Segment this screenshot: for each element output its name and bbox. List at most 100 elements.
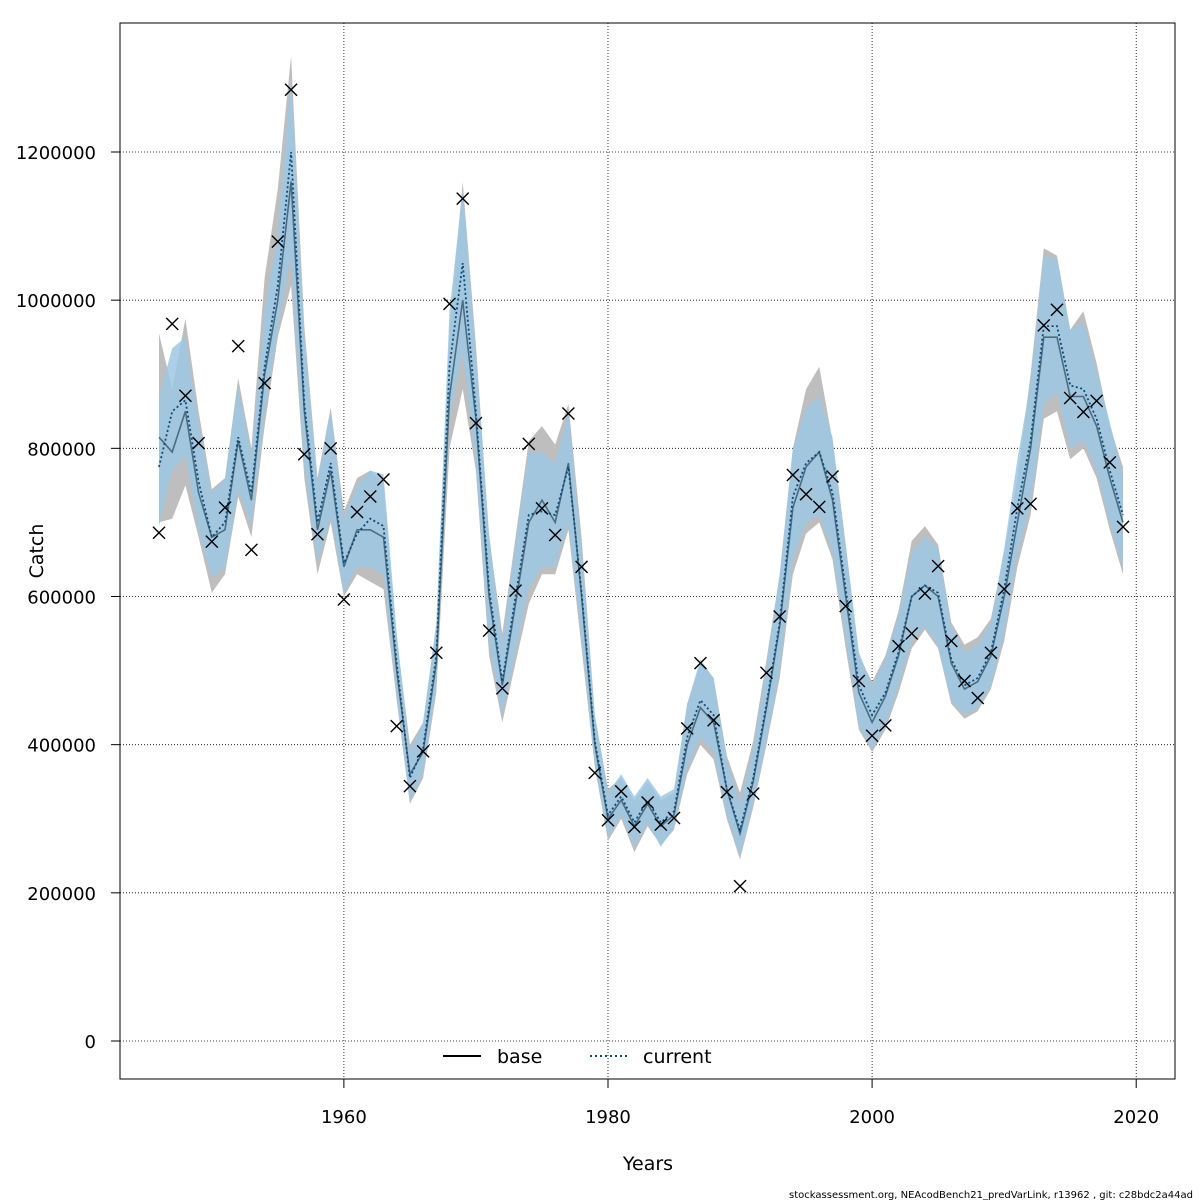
observed-point xyxy=(324,441,338,455)
observed-point xyxy=(892,639,906,653)
observed-point xyxy=(244,543,258,557)
observed-point xyxy=(443,297,457,311)
x-tick-label: 1980 xyxy=(585,1107,631,1128)
observed-point xyxy=(509,584,523,598)
observed-point xyxy=(284,83,298,97)
observed-point xyxy=(997,582,1011,596)
observed-point xyxy=(258,376,272,390)
observed-point xyxy=(1076,405,1090,419)
observed-point xyxy=(1063,391,1077,405)
observed-point xyxy=(971,691,985,705)
base-series-line xyxy=(158,181,1124,837)
observed-point xyxy=(297,447,311,461)
observed-point xyxy=(575,560,589,574)
observed-point xyxy=(601,813,615,827)
observed-point xyxy=(588,766,602,780)
observed-point xyxy=(363,489,377,503)
observed-point xyxy=(865,729,879,743)
confidence-bands xyxy=(159,55,1123,860)
y-tick-label: 1000000 xyxy=(16,291,96,312)
observed-point xyxy=(799,487,813,501)
observed-point xyxy=(984,646,998,660)
observed-point xyxy=(561,407,575,421)
observed-point xyxy=(773,610,787,623)
observed-point xyxy=(1090,394,1104,408)
observed-point xyxy=(152,526,166,540)
observed-point xyxy=(403,779,417,793)
observed-point xyxy=(482,624,496,638)
observed-point xyxy=(376,472,390,486)
observed-point xyxy=(1010,501,1024,515)
observed-point xyxy=(720,785,734,799)
observed-point xyxy=(627,820,641,834)
observed-point xyxy=(205,535,219,549)
x-axis: 1960 1980 2000 2020 xyxy=(321,1078,1159,1128)
y-axis-title: Catch xyxy=(26,524,48,579)
observed-point xyxy=(1037,318,1051,332)
observed-point xyxy=(944,634,958,648)
observed-point xyxy=(905,627,919,641)
observed-point xyxy=(707,713,721,727)
observed-point xyxy=(759,666,773,680)
observed-point xyxy=(667,811,681,825)
y-tick-label: 200000 xyxy=(27,884,96,905)
observed-point xyxy=(1050,303,1064,317)
observed-point xyxy=(271,235,285,249)
observed-point xyxy=(337,592,351,606)
observed-point xyxy=(680,721,694,735)
y-tick-label: 1200000 xyxy=(16,143,96,164)
observed-point xyxy=(958,674,972,688)
legend-current-label: current xyxy=(643,1046,712,1068)
observed-point xyxy=(746,787,760,801)
observed-point xyxy=(416,744,430,758)
x-tick-label: 2000 xyxy=(849,1107,895,1128)
observed-point xyxy=(614,784,628,798)
base-confidence-band xyxy=(159,55,1123,860)
y-tick-label: 600000 xyxy=(27,588,96,609)
observed-point xyxy=(535,501,549,515)
observed-point xyxy=(192,436,206,450)
y-tick-label: 400000 xyxy=(27,736,96,757)
legend-base-label: base xyxy=(497,1046,542,1068)
observed-point xyxy=(165,317,179,331)
observed-point xyxy=(231,339,245,353)
current-series-line xyxy=(158,151,1124,834)
observed-point xyxy=(878,718,892,732)
observed-point xyxy=(1024,497,1038,511)
observed-point xyxy=(548,528,562,542)
observed-point xyxy=(522,437,536,451)
y-tick-label: 0 xyxy=(85,1032,96,1053)
observed-point xyxy=(693,656,707,670)
x-tick-label: 2020 xyxy=(1113,1107,1159,1128)
observed-point xyxy=(429,646,443,660)
observed-points xyxy=(152,83,1130,893)
observed-point xyxy=(839,599,853,613)
observed-point xyxy=(825,469,839,483)
observed-point xyxy=(469,416,483,430)
y-tick-label: 800000 xyxy=(27,439,96,460)
observed-point xyxy=(654,818,668,832)
observed-point xyxy=(733,879,747,893)
observed-point xyxy=(786,468,800,482)
observed-point xyxy=(812,500,826,514)
x-axis-title: Years xyxy=(622,1153,673,1175)
observed-point xyxy=(852,674,866,688)
observed-point xyxy=(350,505,364,519)
observed-point xyxy=(310,527,324,541)
observed-point xyxy=(178,389,192,403)
observed-point xyxy=(931,559,945,573)
observed-point xyxy=(641,795,655,809)
legend: base current xyxy=(443,1046,712,1068)
footer-text: stockassessment.org, NEAcodBench21_predV… xyxy=(789,1190,1193,1200)
observed-point xyxy=(456,192,470,206)
observed-point xyxy=(218,501,232,515)
observed-point xyxy=(1103,455,1117,469)
observed-point xyxy=(1116,520,1130,534)
x-tick-label: 1960 xyxy=(321,1107,367,1128)
observed-point xyxy=(918,587,932,601)
series-lines xyxy=(158,151,1124,837)
y-axis: 0 200000 400000 600000 800000 1000000 1200000 xyxy=(16,143,121,1053)
observed-point xyxy=(390,719,404,733)
